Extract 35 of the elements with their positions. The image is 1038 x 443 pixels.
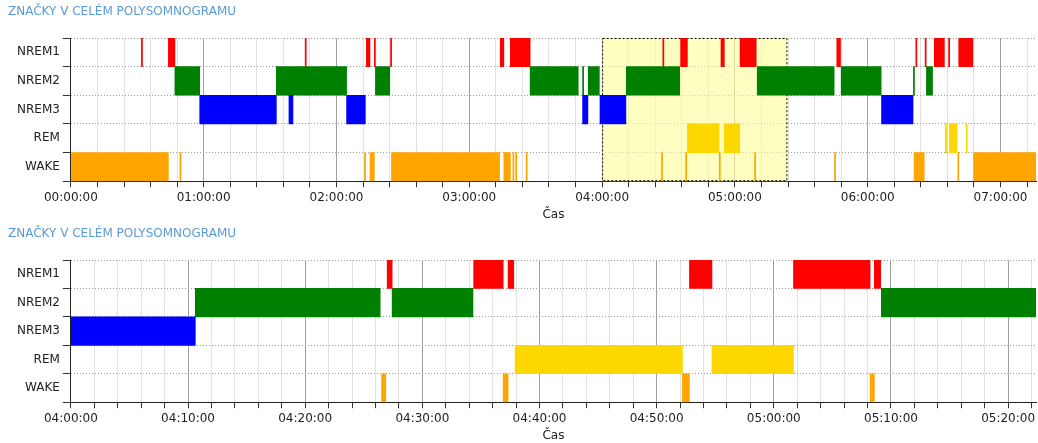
y-tick-label: NREM3	[16, 101, 60, 116]
y-tick-label: WAKE	[25, 380, 60, 395]
y-tick-label: NREM2	[16, 73, 60, 88]
x-tick-label: 02:00:00	[309, 189, 364, 204]
bar	[874, 260, 881, 289]
x-tick-label: 05:00:00	[746, 410, 801, 425]
x-tick-label: 05:20:00	[981, 410, 1036, 425]
x-tick-label: 05:10:00	[864, 410, 918, 425]
bar	[793, 260, 871, 289]
x-tick-label: 04:00:00	[43, 410, 98, 425]
x-tick-label: 04:50:00	[629, 410, 684, 425]
y-tick-label: REM	[33, 130, 60, 145]
y-tick-label: NREM2	[16, 294, 60, 309]
x-tick-label: 04:20:00	[278, 410, 333, 425]
x-axis-title: Čas	[542, 205, 565, 221]
x-tick-label: 00:00:00	[43, 189, 98, 204]
x-tick-label: 04:40:00	[512, 410, 567, 425]
chart-title: ZNAČKY V CELÉM POLYSOMNOGRAMU	[7, 2, 238, 20]
y-tick-label: NREM3	[16, 323, 60, 338]
x-tick-label: 01:00:00	[176, 189, 231, 204]
x-tick-label: 04:30:00	[395, 410, 450, 425]
x-tick-label: 04:00:00	[575, 189, 630, 204]
chart-title: ZNAČKY V CELÉM POLYSOMNOGRAMU	[7, 224, 238, 242]
y-tick-label: REM	[33, 351, 60, 366]
y-tick-label: NREM1	[16, 44, 60, 59]
bar	[70, 316, 196, 346]
y-tick-label: WAKE	[25, 159, 60, 174]
x-tick-label: 05:00:00	[707, 189, 762, 204]
bar	[958, 38, 974, 67]
x-tick-label: 03:00:00	[442, 189, 497, 204]
y-tick-label: NREM1	[16, 266, 60, 281]
x-tick-label: 04:10:00	[161, 410, 216, 425]
x-axis-title: Čas	[542, 426, 565, 442]
x-tick-label: 06:00:00	[840, 189, 895, 204]
x-tick-label: 07:00:00	[973, 189, 1028, 204]
